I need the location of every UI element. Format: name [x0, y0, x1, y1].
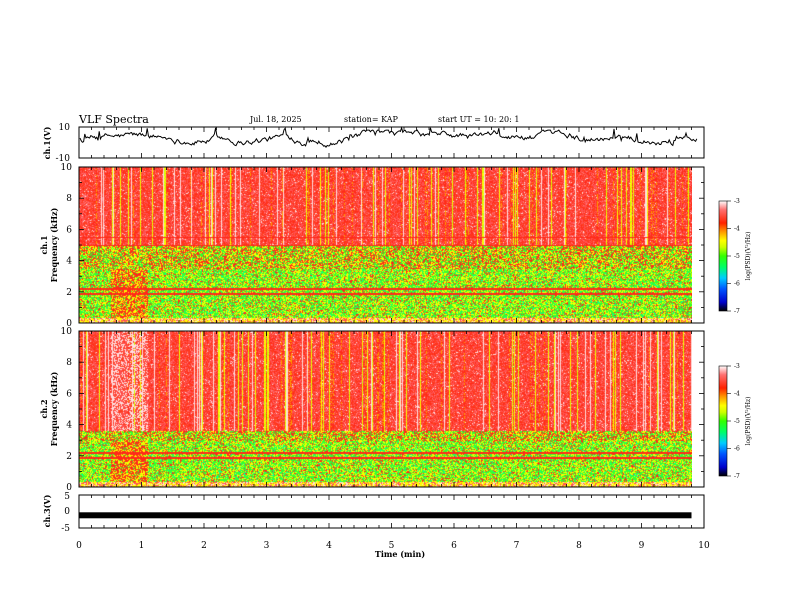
- ch2-spectrogram-ylabel-channel: ch.2: [39, 399, 49, 418]
- ch2-spec-yticklabel: 10: [61, 327, 73, 337]
- x-ticklabel: 6: [451, 541, 457, 551]
- date-label: Jul. 18, 2025: [249, 115, 302, 124]
- ch1-spec-yticklabel: 10: [61, 163, 73, 173]
- ch2-spec-yticklabel: 6: [66, 389, 72, 399]
- ch2-spectrogram-yticks: 0 2 4 6 8 10: [61, 327, 705, 493]
- start-time-label: start UT = 10: 20: 1: [438, 115, 519, 124]
- x-axis-label: Time (min): [375, 549, 425, 559]
- ch2-colorbar: [718, 365, 728, 477]
- ch2-spec-yticklabel: 8: [66, 358, 72, 368]
- ch2-spec-yticklabel: 0: [66, 483, 72, 493]
- ch1-ytick-top: 10: [59, 123, 71, 133]
- ch2-colorbar-ticklabel: -5: [734, 418, 740, 425]
- ch2-colorbar-ticklabel: -4: [734, 391, 740, 398]
- x-ticklabel: 8: [576, 541, 582, 551]
- ch1-waveform-ylabel: ch.1(V): [42, 126, 52, 159]
- x-ticklabel: 10: [698, 541, 710, 551]
- ch1-waveform-ticks: [78, 127, 705, 158]
- ch1-spectrogram-yticks: 0 2 4 6 8 10: [61, 163, 705, 329]
- ch3-ytick-top: 5: [64, 492, 70, 502]
- ch1-spec-yticklabel: 8: [66, 194, 72, 204]
- x-ticklabel: 2: [201, 541, 207, 551]
- x-ticklabel: 9: [639, 541, 645, 551]
- ch1-spectrogram-ylabel-channel: ch.1: [39, 235, 49, 254]
- ch3-ytick-mid: 0: [64, 507, 70, 517]
- ch1-colorbar-ticks: -3 -4 -5 -6 -7: [727, 198, 740, 315]
- ch2-spectrogram-image: [79, 331, 692, 487]
- ch1-spec-yticklabel: 0: [66, 319, 72, 329]
- ch1-spectrogram-ylabel-freq: Frequency (kHz): [49, 207, 59, 282]
- ch2-colorbar-ticklabel: -3: [734, 363, 740, 370]
- ch2-colorbar-ticks: -3 -4 -5 -6 -7: [727, 363, 740, 480]
- ch1-waveform-panel: 10 -10 ch.1(V): [42, 123, 705, 164]
- ch1-spec-yticklabel: 6: [66, 225, 72, 235]
- figure-title: VLF Spectra: [78, 113, 149, 126]
- x-ticklabel: 1: [139, 541, 145, 551]
- ch3-waveform-line: [79, 512, 692, 519]
- ch2-colorbar-label: log(PSD)(V²/Hz): [745, 397, 752, 446]
- ch3-waveform-ticks: [78, 495, 705, 528]
- ch1-colorbar-ticklabel: -4: [734, 226, 740, 233]
- ch1-colorbar-ticklabel: -7: [734, 308, 740, 315]
- x-ticklabel: 7: [514, 541, 520, 551]
- ch2-spec-yticklabel: 2: [66, 452, 72, 462]
- ch1-colorbar-label: log(PSD)(V²/Hz): [745, 232, 752, 281]
- ch3-waveform-panel: 5 0 -5 ch.3(V) 0 1 2 3 4 5 6 7 8 9 10 Time (min): [42, 492, 710, 559]
- ch2-colorbar-ticklabel: -7: [734, 473, 740, 480]
- ch1-colorbar-ticklabel: -3: [734, 198, 740, 205]
- ch1-colorbar: [718, 200, 728, 312]
- ch1-waveform-line: [79, 126, 698, 149]
- x-ticklabel: 0: [76, 541, 82, 551]
- x-ticklabel: 5: [389, 541, 395, 551]
- ch1-ytick-bottom: -10: [56, 154, 71, 164]
- ch2-spec-yticklabel: 4: [66, 421, 72, 431]
- ch1-spec-yticklabel: 2: [66, 288, 72, 298]
- ch1-colorbar-ticklabel: -6: [734, 281, 740, 288]
- ch1-spec-yticklabel: 4: [66, 257, 72, 267]
- station-label: station= KAP: [344, 115, 399, 124]
- x-ticklabel: 3: [264, 541, 270, 551]
- ch1-colorbar-ticklabel: -5: [734, 253, 740, 260]
- ch3-waveform-ylabel: ch.3(V): [42, 494, 52, 527]
- ch1-spectrogram-image: [79, 167, 692, 323]
- ch3-ytick-bottom: -5: [61, 524, 70, 534]
- x-ticklabel: 4: [326, 541, 332, 551]
- x-axis-ticklabels: 0 1 2 3 4 5 6 7 8 9 10: [76, 541, 710, 551]
- ch2-spectrogram-ylabel-freq: Frequency (kHz): [49, 371, 59, 446]
- ch2-colorbar-ticklabel: -6: [734, 446, 740, 453]
